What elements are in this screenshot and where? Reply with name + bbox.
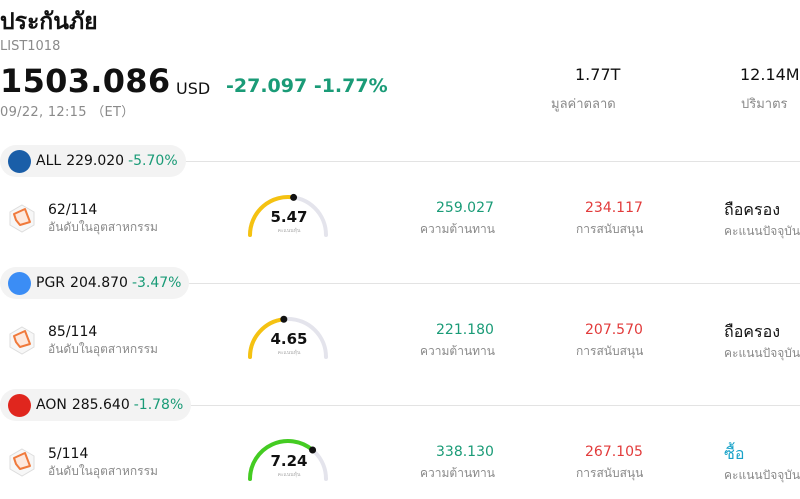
industry-rank-icon (9, 204, 35, 233)
row-divider (180, 161, 800, 162)
progressive-logo (8, 271, 31, 295)
industry-rank-label: อันดับในอุตสาหกรรม (48, 220, 158, 234)
volume-label: ปริมาตร (741, 97, 788, 112)
support-label: การสนับสนุน (576, 466, 644, 480)
score-gauge-arc (248, 315, 328, 359)
rating-label: คะแนนปัจจุบัน (724, 468, 800, 482)
score-gauge (248, 313, 332, 361)
industry-rank: 85/114 (48, 324, 98, 340)
stock-chip[interactable]: ALL 229.020 -5.70% (0, 145, 186, 177)
stock-ticker: AON (36, 397, 67, 413)
analyst-rating: ถือครอง (724, 322, 781, 341)
stock-score-label: คะแนนหุ้น (277, 472, 301, 478)
stock-score: 7.24 (270, 452, 308, 470)
stock-change: -1.78% (133, 397, 184, 413)
score-gauge-arc (248, 439, 328, 481)
stock-chip[interactable]: AON 285.640 -1.78% (0, 389, 192, 421)
stock-price: 204.870 (70, 275, 128, 291)
currency: USD (176, 79, 211, 98)
allstate-logo (8, 149, 31, 173)
resistance-label: ความต้านทาน (420, 222, 495, 236)
resistance-value: 259.027 (436, 200, 494, 216)
support-label: การสนับสนุน (576, 222, 644, 236)
stock-score: 4.65 (270, 330, 308, 348)
row-divider (180, 405, 800, 406)
stock-change: -3.47% (131, 275, 182, 291)
industry-rank-icon (9, 326, 35, 355)
gauge-fill (248, 439, 315, 481)
list-code: LIST1018 (0, 39, 61, 54)
stock-ticker: ALL (36, 153, 62, 169)
analyst-rating: ซื้อ (724, 444, 745, 463)
stock-ticker: PGR (36, 275, 66, 291)
stock-price: 285.640 (71, 397, 130, 413)
industry-rank: 5/114 (48, 446, 89, 462)
timestamp: 09/22, 12:15 （ET） (0, 105, 135, 120)
support-value: 234.117 (585, 200, 643, 216)
resistance-label: ความต้านทาน (420, 466, 495, 480)
industry-rank-icon (9, 448, 35, 477)
score-gauge (248, 435, 332, 483)
support-label: การสนับสนุน (576, 344, 644, 358)
gauge-marker (290, 193, 298, 201)
index-price: 1503.086 (0, 62, 171, 100)
page-title: ประกันภัย (0, 9, 98, 35)
rating-label: คะแนนปัจจุบัน (724, 346, 800, 360)
row-divider (180, 283, 800, 284)
volume-value: 12.14M (740, 65, 800, 84)
industry-rank-label: อันดับในอุตสาหกรรม (48, 464, 158, 478)
rating-label: คะแนนปัจจุบัน (724, 224, 800, 238)
resistance-value: 338.130 (436, 444, 494, 460)
aon-logo (8, 393, 31, 417)
gauge-fill (248, 317, 286, 359)
support-value: 267.105 (585, 444, 643, 460)
gauge-fill (248, 195, 296, 237)
score-gauge-arc (248, 193, 328, 237)
gauge-marker (309, 446, 317, 454)
gauge-marker (280, 315, 288, 323)
stock-change: -5.70% (128, 153, 178, 169)
index-change: -27.097 -1.77% (226, 75, 388, 97)
stock-score: 5.47 (270, 208, 308, 226)
stock-score-label: คะแนนหุ้น (277, 228, 301, 234)
industry-rank: 62/114 (48, 202, 98, 218)
score-gauge (248, 191, 332, 239)
support-value: 207.570 (585, 322, 643, 338)
analyst-rating: ถือครอง (724, 200, 781, 219)
market-cap-label: มูลค่าตลาด (551, 97, 616, 112)
market-cap-value: 1.77T (575, 65, 621, 84)
stock-price: 229.020 (66, 153, 125, 169)
stock-score-label: คะแนนหุ้น (277, 350, 301, 356)
industry-rank-label: อันดับในอุตสาหกรรม (48, 342, 158, 356)
stock-chip[interactable]: PGR 204.870 -3.47% (0, 267, 190, 299)
resistance-label: ความต้านทาน (420, 344, 495, 358)
resistance-value: 221.180 (436, 322, 494, 338)
